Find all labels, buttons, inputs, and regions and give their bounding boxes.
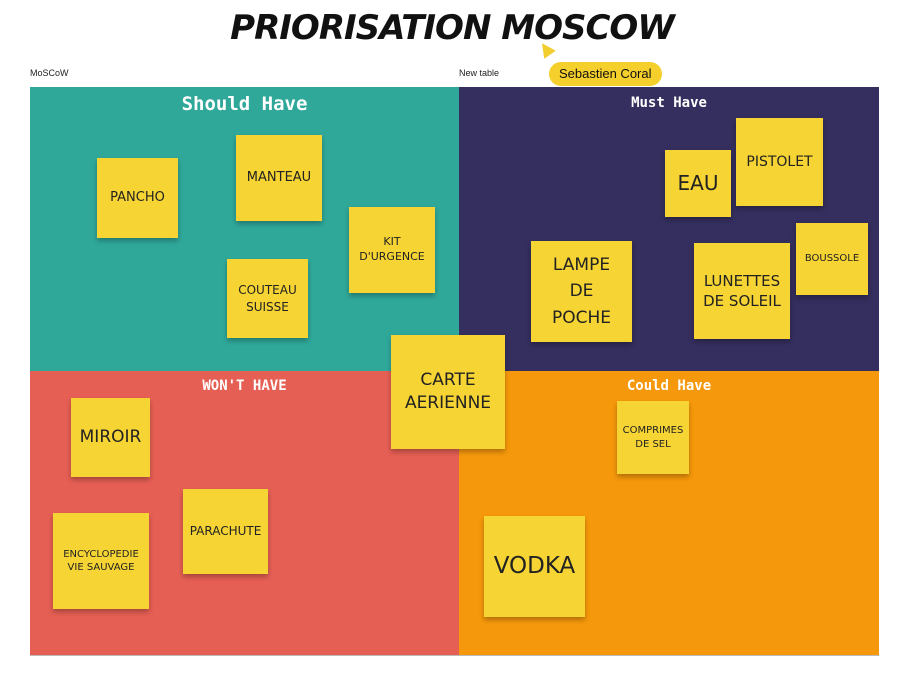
sticky-note-carte-aerienne[interactable]: CARTE AERIENNE: [391, 335, 505, 449]
sticky-note-lunettes-de-soleil[interactable]: LUNETTES DE SOLEIL: [694, 243, 790, 339]
frame-label-moscow[interactable]: MoSCoW: [30, 68, 69, 78]
sticky-note-boussole[interactable]: BOUSSOLE: [796, 223, 868, 295]
frame-label-new-table[interactable]: New table: [459, 68, 500, 78]
frame-bottom-border: [30, 655, 879, 656]
sticky-note-lampe-de-poche[interactable]: LAMPE DE POCHE: [531, 241, 632, 342]
board-title: PRIORISATION MOSCOW: [230, 8, 675, 48]
collaborator-tag: Sebastien Coral: [549, 62, 662, 86]
sticky-note-manteau[interactable]: MANTEAU: [236, 135, 322, 221]
sticky-note-pistolet[interactable]: PISTOLET: [736, 118, 823, 206]
sticky-note-parachute[interactable]: PARACHUTE: [183, 489, 268, 574]
sticky-note-encyclopedie[interactable]: ENCYCLOPEDIE VIE SAUVAGE: [53, 513, 149, 609]
sticky-note-vodka[interactable]: VODKA: [484, 516, 585, 617]
sticky-note-couteau-suisse[interactable]: COUTEAU SUISSE: [227, 259, 308, 338]
quadrant-title-could: Could Have: [626, 378, 712, 394]
sticky-note-eau[interactable]: EAU: [665, 150, 731, 217]
quadrant-title-should: Should Have: [181, 93, 308, 115]
sticky-note-miroir[interactable]: MIROIR: [71, 398, 150, 477]
sticky-note-comprimes-de-sel[interactable]: COMPRIMES DE SEL: [617, 401, 689, 474]
quadrant-title-must: Must Have: [631, 95, 707, 111]
sticky-note-pancho[interactable]: PANCHO: [97, 158, 178, 238]
quadrant-title-wont: WON'T HAVE: [202, 378, 287, 394]
sticky-note-kit-durgence[interactable]: KIT D'URGENCE: [349, 207, 435, 293]
